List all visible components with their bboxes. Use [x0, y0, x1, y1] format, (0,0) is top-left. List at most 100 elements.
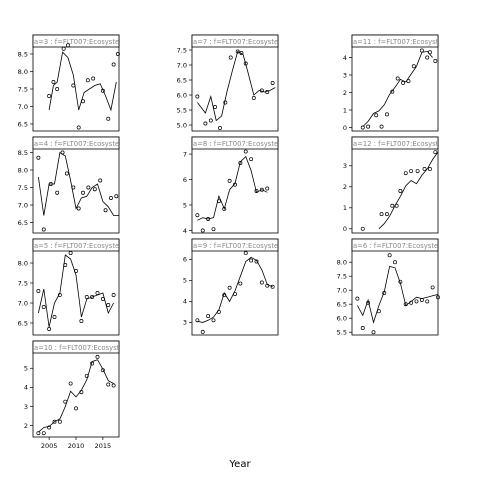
panel-frame — [32, 34, 120, 132]
y-tick-label: 7.0 — [177, 61, 187, 69]
facet-panel: a=10 : f=FLT007:Ecosystem 2 3 4 5 2005 2010 201… — [24, 340, 120, 450]
data-point — [108, 196, 113, 200]
y-tick-label: 8.5 — [18, 50, 28, 58]
data-point — [200, 228, 205, 233]
panel-frame — [32, 136, 120, 234]
data-point — [366, 300, 371, 305]
data-point — [36, 289, 41, 293]
data-point — [216, 309, 221, 314]
y-tick-label: 2 — [343, 89, 347, 97]
y-tick-label: 8.5 — [18, 149, 28, 157]
data-point — [65, 43, 70, 48]
data-point — [63, 399, 68, 404]
data-point — [36, 431, 41, 436]
data-point — [91, 76, 96, 81]
data-point — [76, 125, 81, 130]
data-point — [398, 189, 403, 193]
data-point — [379, 212, 384, 217]
strip-background — [351, 136, 439, 150]
panel-frame — [191, 34, 279, 132]
data-point — [227, 285, 232, 290]
data-point — [216, 199, 221, 204]
data-point — [259, 280, 264, 285]
data-point — [419, 298, 424, 302]
x-tick-label: 2015 — [95, 442, 112, 450]
panel-frame — [351, 136, 439, 234]
data-point — [360, 226, 365, 231]
data-point — [211, 318, 216, 323]
data-point — [68, 251, 73, 255]
fit-line — [38, 254, 114, 328]
panel-frame — [191, 136, 279, 234]
fit-line — [197, 256, 273, 323]
data-point — [114, 194, 119, 199]
y-tick-label: 4 — [24, 384, 28, 392]
strip-label: a=3 : f=FLT007:Ecosystem — [34, 38, 126, 46]
fit-line — [357, 265, 439, 324]
data-point — [213, 105, 218, 109]
y-tick-label: 1 — [343, 106, 347, 114]
y-tick-label: 3 — [343, 162, 347, 170]
data-point — [384, 112, 389, 117]
facet-panel: a=5 : f=FLT007:Ecosystem 6.5 7.0 7.5 8.0 — [18, 238, 120, 336]
data-point — [41, 305, 46, 309]
data-point — [95, 354, 100, 359]
data-point — [243, 149, 248, 154]
data-point — [111, 293, 116, 297]
y-tick-label: 8.0 — [18, 166, 28, 174]
data-point — [360, 326, 365, 330]
strip-background — [351, 34, 439, 48]
x-tick-label: 2010 — [68, 442, 85, 450]
data-point — [47, 94, 52, 98]
y-tick-label: 7.0 — [18, 201, 28, 209]
strip-background — [32, 340, 120, 354]
data-point — [265, 186, 270, 191]
data-point — [68, 381, 73, 386]
data-point — [81, 99, 85, 104]
y-tick-label: 7.5 — [337, 273, 347, 281]
data-point — [390, 203, 395, 208]
panel-frame — [191, 238, 279, 336]
data-point — [36, 155, 41, 160]
data-point — [57, 293, 62, 297]
data-point — [387, 253, 392, 258]
data-point — [233, 292, 237, 296]
data-point — [425, 55, 430, 60]
data-point — [401, 80, 406, 85]
data-point — [195, 213, 200, 218]
data-point — [233, 182, 237, 187]
data-point — [92, 187, 97, 192]
y-tick-label: 5.5 — [177, 106, 187, 114]
y-tick-label: 8.0 — [18, 68, 28, 76]
data-point — [86, 185, 91, 190]
fit-line — [38, 359, 114, 433]
data-point — [403, 302, 408, 307]
fit-line — [38, 151, 119, 216]
y-tick-label: 4 — [183, 298, 187, 306]
data-point — [374, 113, 379, 118]
fit-line — [378, 151, 439, 230]
panel-frame — [32, 340, 120, 438]
y-tick-label: 7.0 — [18, 103, 28, 111]
y-tick-label: 5 — [183, 277, 187, 285]
y-tick-label: 7.0 — [337, 287, 347, 295]
y-tick-label: 6.5 — [337, 301, 347, 309]
y-tick-label: 8.0 — [18, 259, 28, 267]
data-point — [208, 118, 213, 123]
strip-label: a=9 : f=FLT007:Ecosystem — [193, 242, 285, 250]
y-tick-label: 7.5 — [177, 46, 187, 54]
strip-background — [191, 238, 279, 252]
data-point — [360, 125, 365, 130]
data-point — [238, 161, 243, 165]
data-point — [81, 190, 85, 195]
data-point — [51, 80, 56, 84]
data-point — [71, 83, 76, 88]
strip-label: a=11 : f=FLT007:Ecosystem — [353, 38, 450, 46]
data-point — [52, 419, 57, 424]
facet-panel: a=8 : f=FLT007:Ecosystem 4 5 6 7 — [183, 136, 279, 235]
data-point — [206, 314, 211, 319]
data-point — [64, 171, 69, 176]
facet-panel: a=11 : f=FLT007:Ecosystem 0 1 2 3 4 — [343, 34, 450, 132]
data-point — [414, 299, 419, 304]
y-tick-label: 5 — [183, 201, 187, 209]
